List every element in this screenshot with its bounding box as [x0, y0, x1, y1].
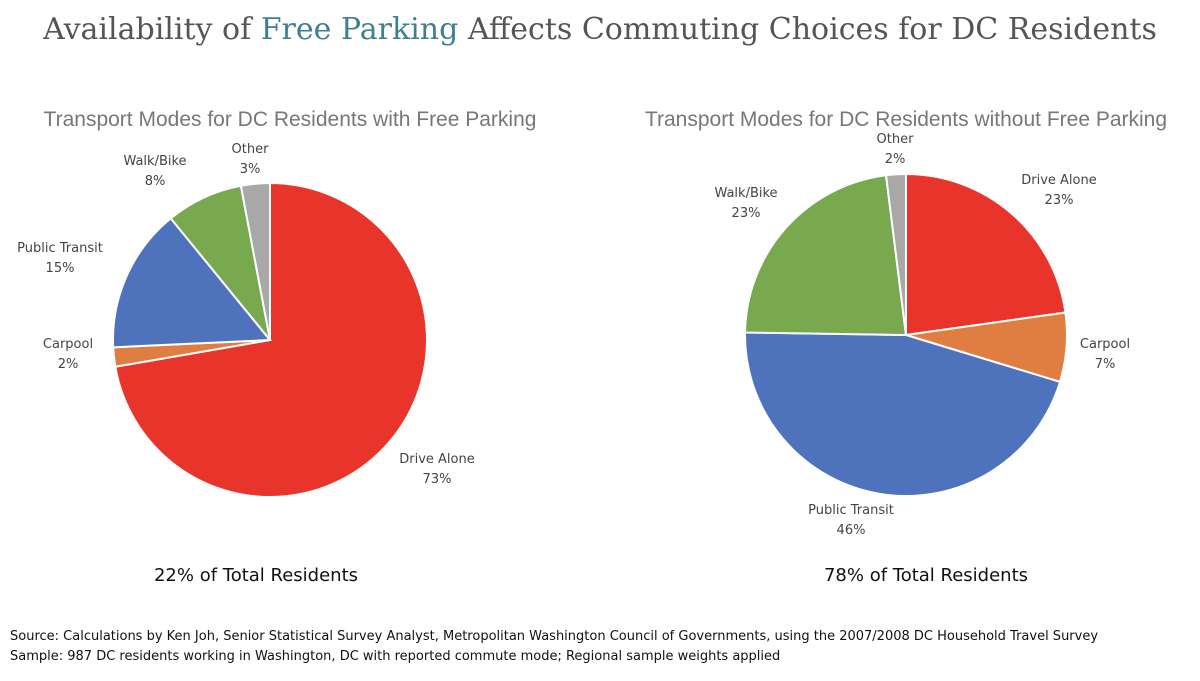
slice-label-carpool: Carpool 2% [43, 337, 93, 372]
pie-slice-public-transit [744, 331, 1062, 497]
pie-chart-free-parking: Transport Modes for DC Residents with Fr… [17, 108, 536, 586]
title-suffix: Affects Commuting Choices for DC Residen… [458, 12, 1157, 47]
slice-label-name: Drive Alone [1021, 173, 1097, 188]
slice-label-name: Other [232, 142, 270, 157]
slice-label-other: Other 3% [232, 142, 270, 177]
pie-chart-no-free-parking: Transport Modes for DC Residents without… [645, 108, 1167, 586]
page-title: Availability of Free Parking Affects Com… [0, 12, 1200, 47]
slice-label-value: 2% [58, 357, 79, 372]
pie-labels-no-free-parking: Drive Alone 23% Carpool 7% Public Transit 46%… [714, 132, 1130, 538]
caption-free-parking: 22% of Total Residents [154, 565, 358, 586]
pie-slice-other [239, 181, 271, 341]
slice-label-drive-alone: Drive Alone 73% [399, 452, 475, 487]
pie-slice-drive-alone [905, 172, 1067, 337]
pie-slices-no-free-parking [744, 172, 1068, 497]
slice-label-value: 2% [885, 152, 906, 167]
slice-label-name: Walk/Bike [714, 186, 777, 201]
slice-label-carpool: Carpool 7% [1080, 337, 1130, 372]
slice-label-name: Walk/Bike [123, 154, 186, 169]
slice-label-public-transit: Public Transit 15% [17, 241, 103, 276]
source-note: Source: Calculations by Ken Joh, Senior … [10, 627, 1195, 667]
pie-slice-public-transit [112, 216, 273, 349]
slice-label-walk-bike: Walk/Bike 23% [714, 186, 777, 221]
title-highlight: Free Parking [260, 12, 459, 47]
chart-title-no-free-parking: Transport Modes for DC Residents without… [645, 108, 1167, 131]
slice-label-name: Carpool [43, 337, 93, 352]
slice-label-name: Carpool [1080, 337, 1130, 352]
pie-slices-free-parking [112, 181, 428, 498]
slice-label-drive-alone: Drive Alone 23% [1021, 173, 1097, 208]
slice-label-name: Public Transit [17, 241, 103, 256]
source-line: Source: Calculations by Ken Joh, Senior … [10, 629, 1099, 644]
caption-no-free-parking: 78% of Total Residents [824, 565, 1028, 586]
slice-label-value: 73% [423, 472, 452, 487]
slice-label-value: 23% [1045, 193, 1074, 208]
slice-label-value: 23% [732, 206, 761, 221]
slice-label-public-transit: Public Transit 46% [808, 503, 894, 538]
pie-labels-free-parking: Drive Alone 73% Carpool 2% Public Transit 15%… [17, 142, 475, 487]
slice-label-value: 8% [145, 174, 166, 189]
slice-label-value: 7% [1095, 357, 1116, 372]
title-prefix: Availability of [43, 12, 261, 47]
slice-label-name: Drive Alone [399, 452, 475, 467]
pie-slice-walk-bike [744, 174, 908, 337]
pie-slice-other [884, 172, 907, 336]
slice-label-other: Other 2% [877, 132, 915, 167]
slice-label-value: 46% [837, 523, 866, 538]
sample-line: Sample: 987 DC residents working in Wash… [10, 649, 781, 664]
slice-label-name: Public Transit [808, 503, 894, 518]
slice-label-value: 15% [46, 261, 75, 276]
slice-label-walk-bike: Walk/Bike 8% [123, 154, 186, 189]
slice-label-name: Other [877, 132, 915, 147]
slice-label-value: 3% [240, 162, 261, 177]
chart-title-free-parking: Transport Modes for DC Residents with Fr… [44, 108, 537, 131]
